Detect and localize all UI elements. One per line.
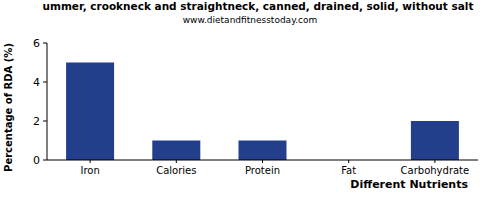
subtitle: www.dietandfitnesstoday.com <box>183 15 318 25</box>
y-tick-label: 0 <box>33 154 40 167</box>
x-tick <box>262 160 263 163</box>
bar <box>239 141 287 161</box>
y-tick <box>43 121 47 122</box>
x-tick-label: Iron <box>80 165 99 176</box>
x-tick <box>176 160 177 163</box>
y-tick <box>43 160 47 161</box>
y-axis-label: Percentage of RDA (%) <box>3 43 14 172</box>
chart-container: ummer, crookneck and straightneck, canne… <box>0 0 500 200</box>
title: ummer, crookneck and straightneck, canne… <box>43 0 474 12</box>
x-tick-label: Carbohydrate <box>401 165 470 176</box>
y-tick-label: 2 <box>33 115 40 128</box>
y-axis <box>47 43 48 160</box>
x-tick-label: Protein <box>245 165 280 176</box>
y-tick <box>43 82 47 83</box>
bar <box>152 141 200 161</box>
y-tick-label: 4 <box>33 76 40 89</box>
x-tick <box>348 160 349 163</box>
bars <box>66 63 459 161</box>
x-tick <box>434 160 435 163</box>
x-tick-label: Fat <box>341 165 356 176</box>
x-tick <box>90 160 91 163</box>
bar <box>411 121 459 160</box>
y-tick <box>43 43 47 44</box>
x-tick-label: Calories <box>156 165 196 176</box>
bar <box>66 63 114 161</box>
y-tick-label: 6 <box>33 37 40 50</box>
x-axis-label: Different Nutrients <box>350 178 468 191</box>
chart-svg: ummer, crookneck and straightneck, canne… <box>0 0 500 200</box>
